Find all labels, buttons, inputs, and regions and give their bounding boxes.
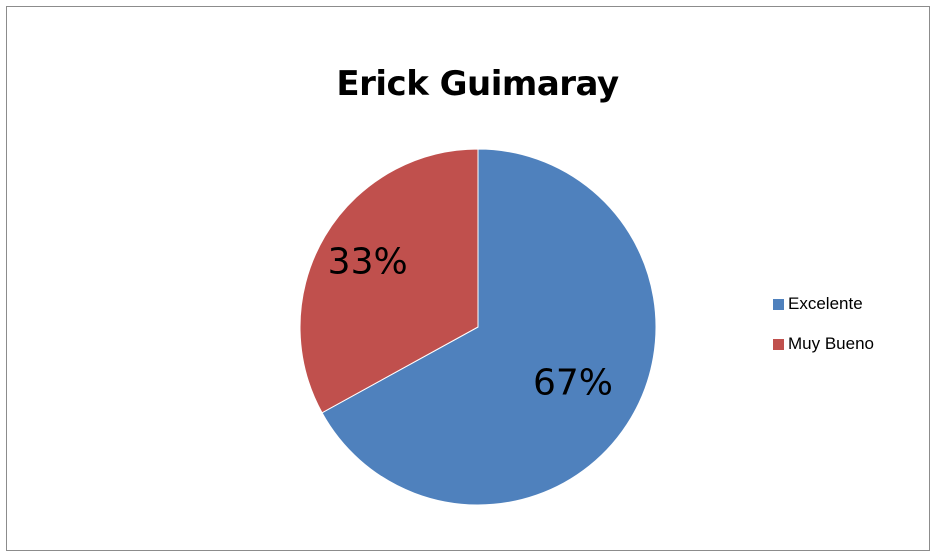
legend: Excelente Muy Bueno xyxy=(773,291,874,371)
pie-slice-muy-bueno xyxy=(299,148,479,414)
pie-slices xyxy=(299,148,657,506)
data-label-muy-bueno: 33% xyxy=(328,241,408,282)
pie-data-labels: 67% 33% xyxy=(328,241,613,403)
legend-label-muy-bueno: Muy Bueno xyxy=(788,334,874,353)
data-label-excelente: 67% xyxy=(533,363,613,404)
legend-swatch-excelente xyxy=(773,298,784,310)
legend-item-excelente: Excelente xyxy=(773,291,874,317)
legend-label-excelente: Excelente xyxy=(788,294,863,313)
legend-item-muy-bueno: Muy Bueno xyxy=(773,331,874,357)
chart-title: Erick Guimaray xyxy=(336,64,619,104)
pie-slice-excelente xyxy=(321,148,657,506)
legend-swatch-muy-bueno xyxy=(773,338,784,350)
